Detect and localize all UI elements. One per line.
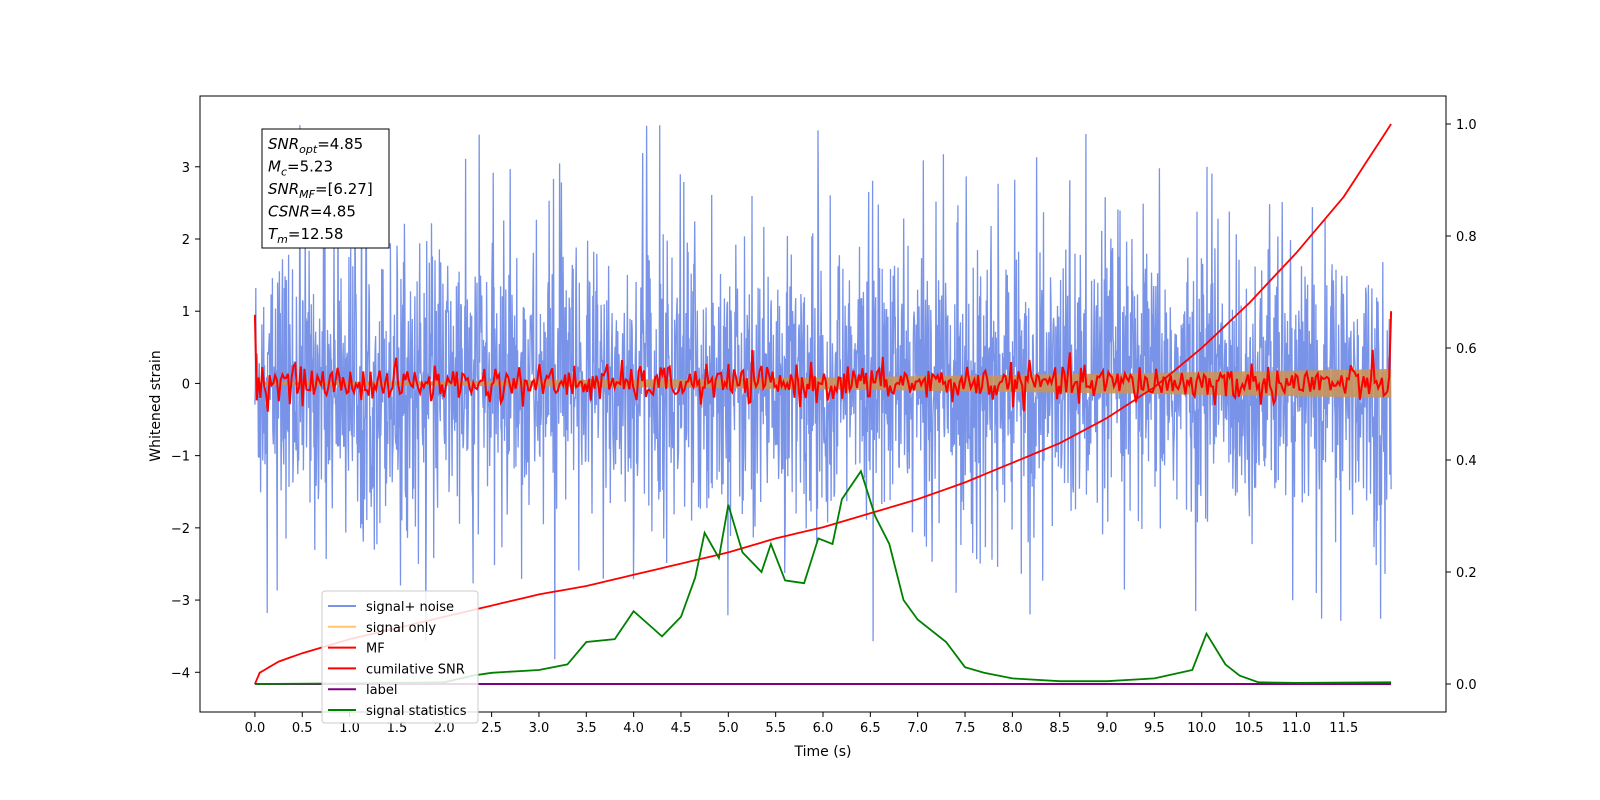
legend-entry: cumilative SNR xyxy=(366,662,465,677)
x-tick-label: 11.0 xyxy=(1282,721,1311,736)
series-signal-statistics xyxy=(254,469,1392,685)
x-tick-label: 7.0 xyxy=(907,721,928,736)
stats-line: Mc=5.23 xyxy=(268,158,333,179)
x-tick-label: 9.5 xyxy=(1144,721,1165,736)
x-tick-label: 8.0 xyxy=(1002,721,1023,736)
y-tick-label: −1 xyxy=(171,450,190,465)
legend: signal+ noise signal only MF cumilative SNR… xyxy=(321,590,479,724)
y-tick-label: 2 xyxy=(182,233,190,248)
y2-tick-label: 0.0 xyxy=(1456,678,1477,693)
stats-line: CSNR=4.85 xyxy=(268,203,356,221)
x-tick-label: 10.5 xyxy=(1235,721,1264,736)
y-tick-label: −3 xyxy=(171,594,190,609)
y-tick-label: 3 xyxy=(182,161,190,176)
y2-tick-label: 0.6 xyxy=(1456,342,1477,357)
x-tick-label: 8.5 xyxy=(1049,721,1070,736)
x-tick-label: 2.0 xyxy=(434,721,455,736)
x-tick-label: 6.0 xyxy=(813,721,834,736)
x-tick-label: 2.5 xyxy=(481,721,502,736)
stats-line: SNRopt=4.85 xyxy=(268,135,363,156)
stats-line: SNRMF=[6.27] xyxy=(268,180,373,201)
legend-frame xyxy=(321,590,479,724)
x-tick-label: 3.5 xyxy=(576,721,597,736)
legend-entry: signal only xyxy=(366,621,436,636)
y-tick-label: −4 xyxy=(171,666,190,681)
stats-box-frame xyxy=(261,128,390,249)
y-axis-left: −4 −3 −2 −1 0 1 2 3 xyxy=(171,161,200,681)
x-tick-label: 1.5 xyxy=(387,721,408,736)
y2-tick-label: 0.4 xyxy=(1456,454,1477,469)
x-axis: 0.0 0.5 1.0 1.5 2.0 2.5 3.0 3.5 4.0 4.5 5.0 5.5 6.0 6… xyxy=(245,712,1358,736)
x-tick-label: 5.0 xyxy=(718,721,739,736)
legend-entry: signal statistics xyxy=(366,704,467,719)
y-tick-label: 1 xyxy=(182,305,190,320)
y2-tick-label: 1.0 xyxy=(1456,118,1477,133)
y2-tick-label: 0.8 xyxy=(1456,230,1477,245)
x-tick-label: 7.5 xyxy=(955,721,976,736)
x-tick-label: 9.0 xyxy=(1097,721,1118,736)
x-tick-label: 0.0 xyxy=(245,721,266,736)
legend-entry: signal+ noise xyxy=(366,600,454,615)
x-tick-label: 11.5 xyxy=(1329,721,1358,736)
y-axis-right: 0.0 0.2 0.4 0.6 0.8 1.0 xyxy=(1446,118,1477,693)
x-axis-label: Time (s) xyxy=(794,744,852,760)
legend-entry: label xyxy=(366,683,397,698)
stats-line: Tm=12.58 xyxy=(268,225,343,246)
series-signal-noise xyxy=(254,125,1392,660)
x-tick-label: 1.0 xyxy=(339,721,360,736)
y-axis-label: Whitened strain xyxy=(148,350,164,461)
x-tick-label: 3.0 xyxy=(529,721,550,736)
y-tick-label: −2 xyxy=(171,522,190,537)
x-tick-label: 10.0 xyxy=(1187,721,1216,736)
x-tick-label: 0.5 xyxy=(292,721,313,736)
x-tick-label: 4.0 xyxy=(623,721,644,736)
y2-tick-label: 0.2 xyxy=(1456,566,1477,581)
y-tick-label: 0 xyxy=(182,377,190,392)
series-mf xyxy=(253,311,1393,412)
x-tick-label: 4.5 xyxy=(671,721,692,736)
legend-entry: MF xyxy=(366,642,385,657)
x-tick-label: 5.5 xyxy=(765,721,786,736)
x-tick-label: 6.5 xyxy=(860,721,881,736)
